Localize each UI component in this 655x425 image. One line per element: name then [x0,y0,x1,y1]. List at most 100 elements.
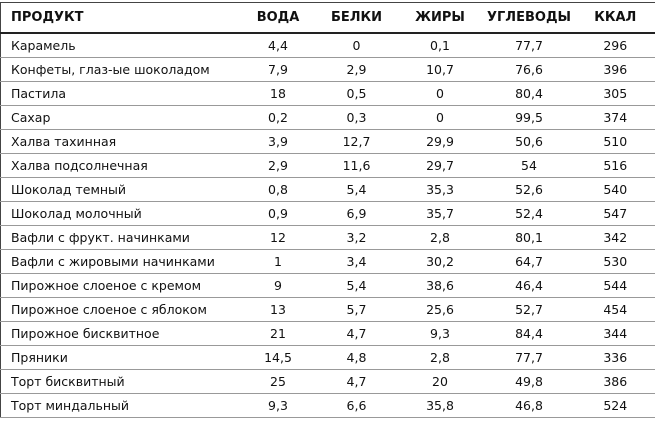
product-cell: Торт бисквитный [0,369,241,394]
product-cell: Халва тахинная [0,129,241,154]
value-cell: 5,4 [315,273,398,298]
value-cell: 386 [575,369,655,394]
value-cell: 342 [575,225,655,250]
column-header: ККАЛ [575,2,655,34]
value-cell: 84,4 [482,321,576,346]
product-cell: Шоколад темный [0,177,241,202]
value-cell: 80,1 [482,225,576,250]
value-cell: 52,6 [482,177,576,202]
value-cell: 0,9 [240,201,316,226]
column-header: БЕЛКИ [315,2,398,34]
value-cell: 64,7 [482,249,576,274]
product-cell: Пряники [0,345,241,370]
value-cell: 99,5 [482,105,576,130]
value-cell: 396 [575,57,655,82]
product-cell: Пастила [0,81,241,106]
product-cell: Вафли с жировыми начинками [0,249,241,274]
table-row: Шоколад молочный 0,9 6,9 35,7 52,4 547 [0,201,655,226]
product-cell: Пирожное слоеное с кремом [0,273,241,298]
value-cell: 544 [575,273,655,298]
product-cell: Пирожное бисквитное [0,321,241,346]
product-cell: Карамель [0,33,241,58]
table-row: Торт бисквитный 25 4,7 20 49,8 386 [0,369,655,394]
value-cell: 46,8 [482,393,576,418]
table-body: Карамель 4,4 0 0,1 77,7 296 Конфеты, глаз-ые ш… [0,33,655,418]
value-cell: 0 [397,81,483,106]
value-cell: 49,8 [482,369,576,394]
table-row: Сахар 0,2 0,3 0 99,5 374 [0,105,655,130]
product-cell: Торт миндальный [0,393,241,418]
value-cell: 13 [240,297,316,322]
value-cell: 374 [575,105,655,130]
value-cell: 35,3 [397,177,483,202]
value-cell: 18 [240,81,316,106]
value-cell: 35,7 [397,201,483,226]
value-cell: 20 [397,369,483,394]
table-row: Пирожное слоеное с кремом 9 5,4 38,6 46,4 544 [0,273,655,298]
table-row: Вафли с фрукт. начинками 12 3,2 2,8 80,1 342 [0,225,655,250]
value-cell: 9,3 [240,393,316,418]
value-cell: 52,4 [482,201,576,226]
value-cell: 547 [575,201,655,226]
value-cell: 516 [575,153,655,178]
table-row: Вафли с жировыми начинками 1 3,4 30,2 64,7 53… [0,249,655,274]
value-cell: 46,4 [482,273,576,298]
value-cell: 4,7 [315,369,398,394]
column-header: ПРОДУКТ [0,2,241,34]
table-row: Пирожное слоеное с яблоком 13 5,7 25,6 52,7 4… [0,297,655,322]
value-cell: 336 [575,345,655,370]
product-cell: Вафли с фрукт. начинками [0,225,241,250]
value-cell: 2,9 [240,153,316,178]
value-cell: 10,7 [397,57,483,82]
value-cell: 14,5 [240,345,316,370]
value-cell: 296 [575,33,655,58]
product-cell: Конфеты, глаз-ые шоколадом [0,57,241,82]
table-row: Конфеты, глаз-ые шоколадом 7,9 2,9 10,7 76,6… [0,57,655,82]
table-row: Пастила 18 0,5 0 80,4 305 [0,81,655,106]
value-cell: 9,3 [397,321,483,346]
value-cell: 0,3 [315,105,398,130]
product-cell: Сахар [0,105,241,130]
value-cell: 6,6 [315,393,398,418]
value-cell: 3,4 [315,249,398,274]
value-cell: 54 [482,153,576,178]
value-cell: 2,9 [315,57,398,82]
value-cell: 0,5 [315,81,398,106]
value-cell: 5,4 [315,177,398,202]
value-cell: 80,4 [482,81,576,106]
value-cell: 4,8 [315,345,398,370]
value-cell: 12,7 [315,129,398,154]
value-cell: 50,6 [482,129,576,154]
product-cell: Халва подсолнечная [0,153,241,178]
value-cell: 0,8 [240,177,316,202]
value-cell: 52,7 [482,297,576,322]
table-row: Торт миндальный 9,3 6,6 35,8 46,8 524 [0,393,655,418]
value-cell: 4,4 [240,33,316,58]
column-header: ВОДА [240,2,316,34]
product-cell: Пирожное слоеное с яблоком [0,297,241,322]
value-cell: 5,7 [315,297,398,322]
product-cell: Шоколад молочный [0,201,241,226]
value-cell: 77,7 [482,33,576,58]
value-cell: 21 [240,321,316,346]
value-cell: 3,2 [315,225,398,250]
value-cell: 454 [575,297,655,322]
value-cell: 2,8 [397,345,483,370]
value-cell: 25,6 [397,297,483,322]
value-cell: 524 [575,393,655,418]
table-row: Карамель 4,4 0 0,1 77,7 296 [0,33,655,58]
value-cell: 12 [240,225,316,250]
table-row: Халва тахинная 3,9 12,7 29,9 50,6 510 [0,129,655,154]
header-row: ПРОДУКТ ВОДА БЕЛКИ ЖИРЫ УГЛЕВОДЫ ККАЛ [0,2,655,34]
table-row: Халва подсолнечная 2,9 11,6 29,7 54 516 [0,153,655,178]
value-cell: 9 [240,273,316,298]
value-cell: 29,7 [397,153,483,178]
value-cell: 7,9 [240,57,316,82]
value-cell: 76,6 [482,57,576,82]
value-cell: 3,9 [240,129,316,154]
nutrition-table: ПРОДУКТ ВОДА БЕЛКИ ЖИРЫ УГЛЕВОДЫ ККАЛ Карамел… [0,2,655,418]
value-cell: 29,9 [397,129,483,154]
value-cell: 0 [397,105,483,130]
value-cell: 0 [315,33,398,58]
